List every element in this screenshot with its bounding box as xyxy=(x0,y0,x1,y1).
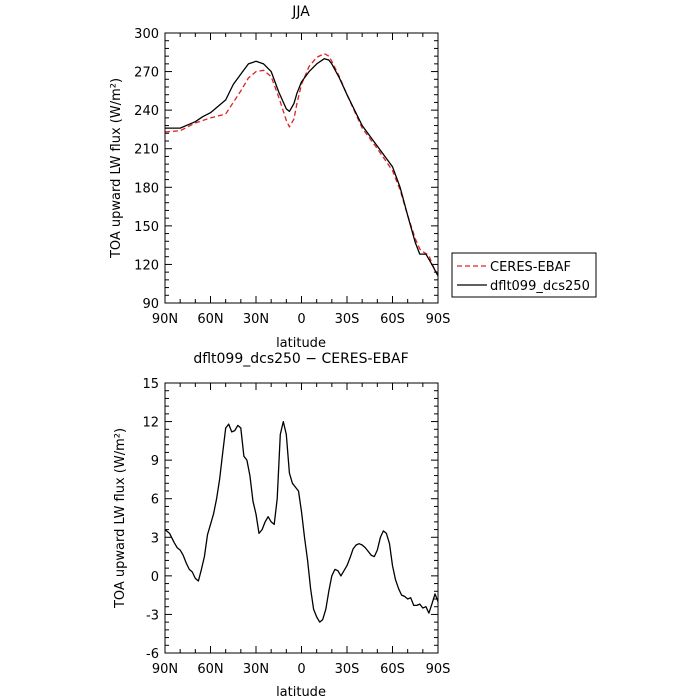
bottom-y-tick-label: 6 xyxy=(151,493,159,508)
legend-box xyxy=(451,252,597,298)
bottom-series-group xyxy=(164,420,439,623)
top-x-axis-label: latitude xyxy=(276,336,326,351)
legend-label-ceres: CERES-EBAF xyxy=(490,260,571,275)
bottom-y-tick-label: -3 xyxy=(146,608,159,623)
bottom-y-tick-label: -6 xyxy=(146,647,159,662)
top-x-tick-label: 30N xyxy=(243,312,269,327)
top-ticks: 90 120 150 180 210 240 270 300 90N 60N 30N 0 30S 60S 9… xyxy=(134,27,450,327)
top-x-tick-label: 90S xyxy=(426,312,451,327)
top-chart-panel: JJA 90 120 150 180 210 240 270 300 90N 60N 30N 0 30S… xyxy=(109,4,450,351)
top-y-tick-label: 180 xyxy=(134,181,159,196)
top-y-tick-label: 120 xyxy=(134,258,159,273)
bottom-x-tick-label: 30S xyxy=(335,662,360,677)
bottom-y-tick-label: 0 xyxy=(151,570,159,585)
top-y-tick-label: 300 xyxy=(134,27,159,42)
bottom-x-tick-label: 30N xyxy=(243,662,269,677)
bottom-y-tick-label: 12 xyxy=(142,416,159,431)
bottom-x-tick-label: 0 xyxy=(297,662,305,677)
bottom-series-line-0 xyxy=(164,420,439,623)
top-series-group xyxy=(164,52,439,277)
bottom-chart-panel: dflt099_dcs250 − CERES-EBAF -6 -3 0 3 6 9 12 15… xyxy=(113,351,450,700)
top-series-line-1 xyxy=(165,58,439,277)
legend-label-model: dflt099_dcs250 xyxy=(490,279,590,294)
top-y-tick-label: 240 xyxy=(134,104,159,119)
top-x-tick-label: 60S xyxy=(380,312,405,327)
top-chart-title: JJA xyxy=(291,4,310,20)
top-y-axis-label: TOA upward LW flux (W/m²) xyxy=(109,78,124,259)
bottom-x-tick-label: 60N xyxy=(197,662,223,677)
bottom-x-tick-label: 90N xyxy=(152,662,178,677)
top-x-tick-label: 60N xyxy=(197,312,223,327)
top-x-tick-label: 90N xyxy=(152,312,178,327)
bottom-ticks: -6 -3 0 3 6 9 12 15 90N 60N 30N 0 30S 60S 90S xyxy=(142,377,450,677)
bottom-plot-frame xyxy=(164,382,439,654)
bottom-x-tick-label: 60S xyxy=(380,662,405,677)
top-y-tick-label: 210 xyxy=(134,143,159,158)
bottom-y-axis-label: TOA upward LW flux (W/m²) xyxy=(113,428,128,609)
top-y-tick-label: 90 xyxy=(142,297,159,312)
bottom-y-tick-label: 15 xyxy=(142,377,159,392)
top-x-tick-label: 0 xyxy=(297,312,305,327)
top-y-tick-label: 150 xyxy=(134,220,159,235)
top-series-line-0 xyxy=(164,52,439,276)
bottom-x-tick-label: 90S xyxy=(426,662,451,677)
bottom-chart-title: dflt099_dcs250 − CERES-EBAF xyxy=(193,351,408,367)
bottom-x-axis-label: latitude xyxy=(276,685,326,700)
bottom-y-tick-label: 3 xyxy=(151,531,159,546)
top-x-tick-label: 30S xyxy=(335,312,360,327)
bottom-y-tick-label: 9 xyxy=(151,454,159,469)
top-plot-frame xyxy=(164,32,439,304)
legend: CERES-EBAF dflt099_dcs250 xyxy=(451,252,597,298)
top-y-tick-label: 270 xyxy=(134,66,159,81)
